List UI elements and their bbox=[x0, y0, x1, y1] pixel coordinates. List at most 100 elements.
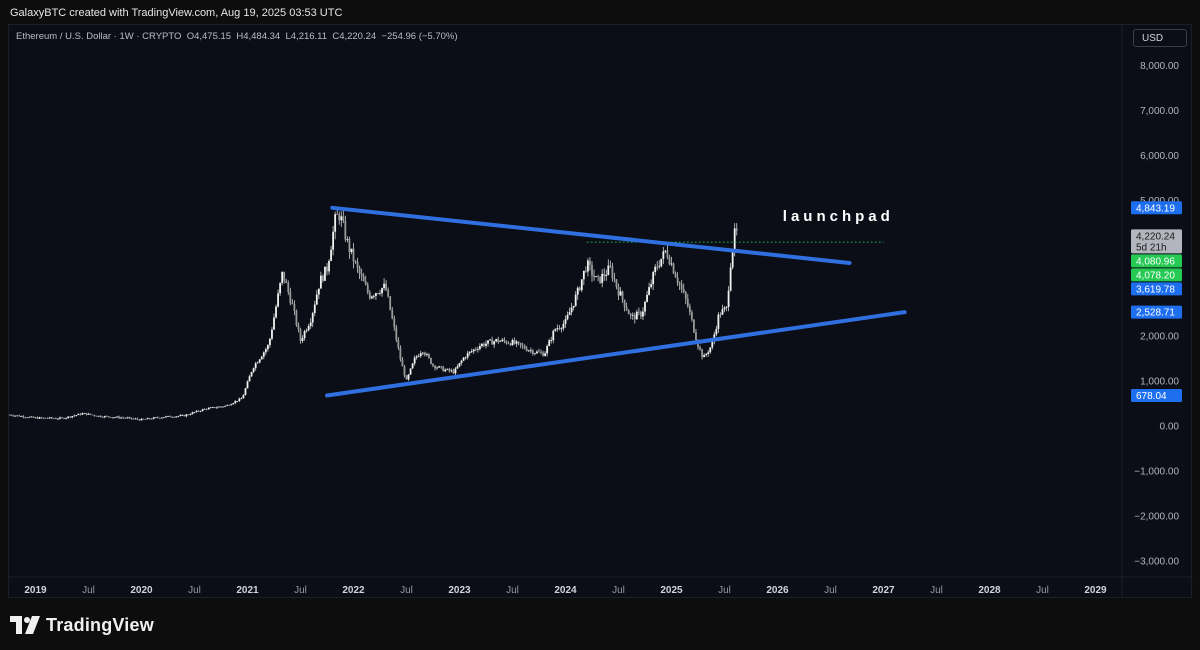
candle-body bbox=[118, 416, 120, 419]
candle-body bbox=[144, 419, 147, 420]
candle-body bbox=[273, 317, 275, 330]
candle-body bbox=[348, 238, 351, 253]
price-badge-label: 4,220.24 bbox=[1136, 231, 1175, 242]
tradingview-logo[interactable]: TradingView bbox=[10, 612, 154, 638]
candle-body bbox=[211, 407, 214, 408]
candle-body bbox=[295, 310, 298, 326]
candle-body bbox=[326, 266, 328, 272]
x-tick-label: Jul bbox=[188, 585, 201, 596]
candle-body bbox=[481, 343, 483, 347]
candle-body bbox=[690, 312, 693, 320]
candle-body bbox=[640, 311, 642, 317]
candle-body bbox=[69, 416, 72, 418]
tradingview-logo-icon bbox=[10, 616, 40, 634]
candle-body bbox=[334, 214, 337, 232]
candle-body bbox=[529, 350, 532, 352]
candle-body bbox=[395, 327, 398, 341]
candle-body bbox=[128, 417, 131, 419]
candle-body bbox=[360, 273, 363, 277]
candle-body bbox=[662, 251, 665, 259]
candle-body bbox=[238, 398, 241, 402]
x-tick-label: 2024 bbox=[554, 585, 577, 596]
candle-body bbox=[625, 307, 628, 311]
candle-body bbox=[252, 368, 255, 372]
candle-body bbox=[110, 417, 112, 418]
candle-body bbox=[42, 417, 45, 419]
trendline-upper bbox=[330, 205, 852, 265]
candle-body bbox=[240, 398, 243, 400]
candle-body bbox=[582, 270, 585, 280]
candle-body bbox=[436, 367, 438, 369]
candle-body bbox=[609, 265, 612, 267]
candle-body bbox=[419, 353, 422, 356]
candle-body bbox=[324, 266, 326, 281]
candle-body bbox=[633, 314, 636, 320]
candle-body bbox=[399, 347, 402, 360]
candle-body bbox=[193, 412, 196, 413]
candle-body bbox=[366, 284, 369, 293]
x-tick-label: Jul bbox=[612, 585, 625, 596]
price-badge: 4,078.20 bbox=[1131, 268, 1182, 282]
candle-body bbox=[513, 339, 516, 344]
candle-body bbox=[668, 257, 671, 265]
close-value: C4,220.24 bbox=[332, 31, 377, 42]
candle-body bbox=[185, 414, 188, 417]
candle-body bbox=[197, 410, 200, 412]
candle-body bbox=[189, 414, 192, 416]
candle-body bbox=[546, 345, 549, 354]
candle-body bbox=[521, 345, 524, 347]
candle-body bbox=[407, 374, 410, 380]
candle-body bbox=[723, 307, 726, 310]
candle-body bbox=[103, 416, 106, 418]
candle-body bbox=[542, 352, 544, 357]
candle-body bbox=[474, 349, 477, 351]
candle-body bbox=[403, 366, 406, 376]
candle-body bbox=[707, 352, 710, 355]
candle-body bbox=[383, 283, 385, 289]
price-badge-bg bbox=[1131, 268, 1182, 282]
candle-body bbox=[279, 282, 282, 294]
candle-body bbox=[377, 293, 379, 294]
candle-body bbox=[132, 418, 135, 420]
candle-body bbox=[456, 366, 459, 369]
candle-body bbox=[352, 248, 355, 262]
candle-body bbox=[495, 339, 498, 342]
candle-body bbox=[205, 408, 208, 410]
candle-body bbox=[216, 407, 218, 409]
candle-body bbox=[603, 273, 606, 277]
x-tick-label: 2029 bbox=[1084, 585, 1107, 596]
candle-body bbox=[470, 351, 473, 353]
candle-body bbox=[220, 406, 222, 408]
candle-body bbox=[615, 279, 618, 287]
candle-body bbox=[611, 266, 614, 279]
candle-body bbox=[499, 341, 502, 342]
x-tick-label: 2022 bbox=[342, 585, 365, 596]
candle-body bbox=[507, 343, 510, 345]
candle-body bbox=[289, 292, 292, 304]
candle-body bbox=[148, 418, 151, 419]
candle-body bbox=[719, 314, 722, 316]
price-chart[interactable]: launchpad 8,000.007,000.006,000.005,000.… bbox=[9, 25, 1193, 599]
candle-body bbox=[228, 405, 231, 406]
candle-body bbox=[91, 414, 94, 416]
currency-button[interactable]: USD bbox=[1133, 29, 1187, 47]
candle-body bbox=[73, 415, 76, 417]
x-tick-label: 2021 bbox=[236, 585, 259, 596]
candle-body bbox=[538, 351, 540, 353]
candle-body bbox=[688, 306, 691, 313]
candle-body bbox=[695, 332, 697, 340]
candle-body bbox=[354, 261, 357, 263]
candle-body bbox=[417, 355, 420, 357]
price-badge-label: 4,843.19 bbox=[1136, 203, 1175, 214]
candle-body bbox=[464, 357, 467, 359]
candle-body bbox=[266, 345, 269, 350]
candle-body bbox=[444, 369, 447, 372]
candle-body bbox=[432, 363, 434, 366]
candle-body bbox=[405, 375, 408, 380]
candle-body bbox=[468, 351, 471, 354]
candle-body bbox=[48, 417, 51, 419]
candle-body bbox=[177, 416, 180, 417]
candle-body bbox=[375, 293, 377, 296]
candle-body bbox=[311, 312, 314, 323]
chart-area[interactable]: launchpad 8,000.007,000.006,000.005,000.… bbox=[8, 24, 1193, 599]
